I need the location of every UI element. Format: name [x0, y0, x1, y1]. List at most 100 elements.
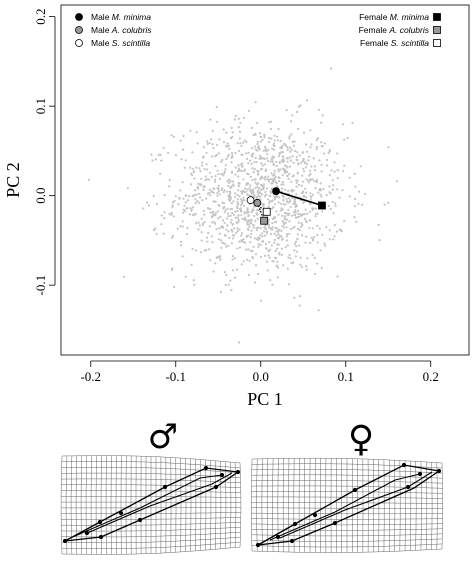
cloud-point [211, 216, 214, 219]
cloud-point [170, 268, 174, 272]
cloud-point [309, 179, 312, 182]
cloud-point [292, 144, 295, 147]
cloud-point [260, 162, 263, 165]
cloud-point [206, 140, 209, 143]
cloud-point [265, 230, 268, 233]
cloud-point [285, 212, 288, 215]
cloud-point [216, 169, 219, 172]
cloud-point [257, 189, 260, 192]
cloud-point [240, 200, 243, 203]
cloud-point [305, 178, 308, 181]
cloud-point [286, 146, 289, 149]
cloud-point [227, 153, 230, 156]
cloud-point [338, 196, 341, 199]
cloud-point [212, 213, 215, 216]
cloud-point [331, 179, 334, 182]
cloud-point [234, 166, 237, 169]
cloud-point [294, 197, 297, 201]
landmark-point [436, 468, 442, 474]
cloud-point [281, 219, 284, 223]
cloud-point [230, 242, 233, 245]
cloud-point [233, 192, 237, 195]
cloud-point [273, 169, 276, 172]
cloud-point [173, 199, 176, 202]
cloud-point [228, 178, 231, 181]
cloud-point [273, 198, 277, 201]
cloud-point [277, 233, 280, 236]
cloud-point [250, 162, 253, 165]
cloud-point [321, 233, 324, 236]
cloud-point [226, 224, 229, 227]
cloud-point [321, 210, 324, 213]
cloud-point [313, 180, 316, 183]
cloud-point [316, 262, 319, 265]
cloud-point [293, 140, 296, 143]
cloud-point [292, 210, 295, 214]
cloud-point [395, 180, 398, 183]
legend-label: Female A. colubris [359, 25, 430, 35]
cloud-point [267, 159, 270, 162]
cloud-point [186, 199, 189, 202]
mean-connector-line [275, 190, 323, 207]
cloud-point [334, 202, 337, 205]
cloud-point [181, 225, 184, 228]
cloud-point [226, 190, 229, 193]
cloud-point [383, 203, 386, 206]
cloud-point [256, 121, 259, 124]
cloud-point [270, 227, 273, 231]
cloud-point [194, 198, 197, 201]
cloud-point [253, 178, 256, 181]
cloud-point [305, 268, 308, 271]
cloud-point [260, 188, 263, 191]
legend-label: Female M. minima [359, 12, 429, 22]
cloud-point [301, 174, 304, 177]
landmark-point [235, 469, 241, 475]
cloud-point [244, 248, 248, 251]
cloud-point [146, 201, 149, 204]
cloud-point [231, 180, 235, 183]
cloud-point [204, 179, 207, 182]
cloud-point [239, 163, 242, 166]
cloud-point [216, 194, 219, 197]
grid-column-line [251, 458, 253, 552]
cloud-point [314, 215, 317, 218]
cloud-point [184, 275, 187, 278]
cloud-point [267, 205, 270, 208]
landmark-point [137, 517, 143, 523]
marker-male-s-scintilla [75, 39, 83, 47]
cloud-point [190, 172, 193, 175]
legend-label: Male A. colubris [91, 25, 152, 35]
cloud-point [236, 200, 239, 204]
cloud-point [333, 235, 336, 238]
cloud-point [206, 192, 210, 195]
cloud-point [176, 227, 179, 230]
cloud-point [245, 140, 248, 143]
cloud-point [257, 245, 260, 248]
cloud-point [273, 256, 277, 259]
cloud-point [283, 223, 286, 226]
cloud-point [273, 195, 276, 198]
cloud-point [327, 151, 330, 154]
cloud-point [284, 188, 287, 191]
cloud-point [174, 195, 177, 198]
cloud-point [283, 169, 286, 172]
cloud-point [248, 186, 251, 189]
cloud-point [152, 229, 155, 232]
cloud-point [266, 198, 270, 201]
cloud-point [123, 275, 126, 278]
cloud-point [243, 139, 246, 142]
cloud-point [215, 120, 218, 123]
cloud-point [193, 193, 196, 196]
cloud-point [229, 190, 232, 193]
cloud-point [181, 220, 184, 223]
cloud-point [183, 204, 186, 207]
cloud-point [274, 180, 277, 183]
cloud-point [377, 223, 380, 226]
legend-female: Female M. minima Female A. colubris Female… [359, 12, 441, 48]
landmark-point [292, 521, 298, 527]
marker-female-s-scintilla [433, 39, 441, 47]
cloud-point [222, 128, 225, 131]
cloud-point [302, 195, 305, 198]
cloud-point [237, 164, 240, 167]
cloud-point [251, 178, 254, 182]
